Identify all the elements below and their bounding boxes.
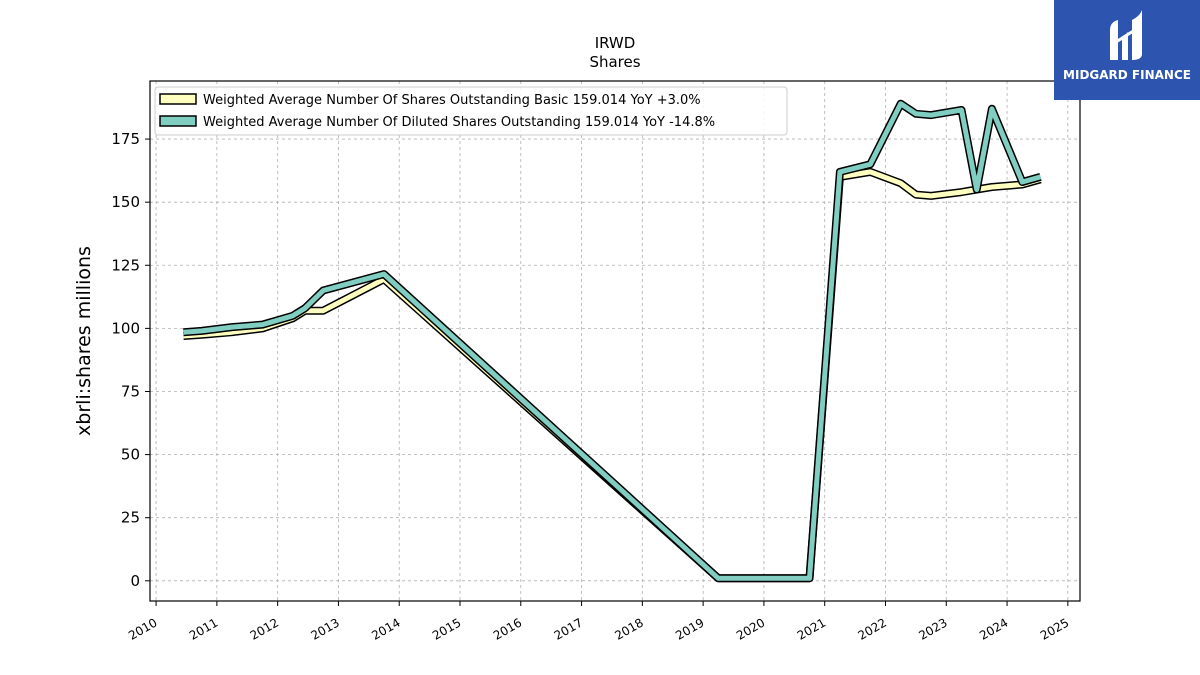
legend-label-diluted: Weighted Average Number Of Diluted Share… [203,115,715,130]
x-tick-label: 2016 [491,615,524,642]
x-tick-label: 2018 [612,615,645,642]
grid [150,81,1080,601]
y-tick-label: 150 [111,193,140,211]
x-tick-label: 2011 [187,615,220,642]
y-tick-label: 75 [121,382,140,400]
chart-subtitle: Shares [589,53,640,71]
series-line-1 [183,101,1042,581]
x-tick-label: 2020 [734,615,767,642]
y-tick-label: 125 [111,256,140,274]
x-tick-label: 2017 [552,615,585,642]
plot-frame [149,80,1081,602]
y-tick-label: 175 [111,130,140,148]
series-group [183,99,1042,583]
x-tick-label: 2025 [1038,615,1071,642]
x-axis: 2010 2011 2012 2013 2014 2015 2016 2017 2018 2019… [126,601,1071,643]
y-tick-label: 0 [130,572,140,590]
legend-swatch-basic [159,93,197,105]
x-tick-label: 2012 [248,615,281,642]
x-tick-label: 2021 [795,615,828,642]
legend: Weighted Average Number Of Shares Outsta… [154,86,788,136]
series-outline-1 [183,99,1042,583]
series-outline-0 [183,167,1042,583]
x-tick-label: 2015 [430,615,463,642]
legend-swatch-diluted [159,115,197,127]
x-tick-label: 2019 [673,615,706,642]
x-tick-label: 2010 [126,615,159,642]
y-tick-label: 100 [111,319,140,337]
chart-title: IRWD [595,34,636,52]
y-axis: 0 25 50 75 100 125 150 175 [111,130,150,590]
x-tick-label: 2013 [308,615,341,642]
y-axis-label: xbrli:shares millions [73,246,95,436]
legend-label-basic: Weighted Average Number Of Shares Outsta… [203,93,701,108]
legend-box [154,86,788,136]
x-tick-label: 2023 [916,615,949,642]
series-line-0 [183,169,1042,581]
brand-logo: MIDGARD FINANCE [1054,0,1200,100]
y-tick-label: 25 [121,509,140,527]
y-tick-label: 50 [121,446,140,464]
x-tick-label: 2014 [369,615,402,642]
logo-mark-icon [1110,10,1142,60]
x-tick-label: 2022 [856,615,889,642]
x-tick-label: 2024 [977,615,1010,642]
logo-text: MIDGARD FINANCE [1063,68,1191,82]
